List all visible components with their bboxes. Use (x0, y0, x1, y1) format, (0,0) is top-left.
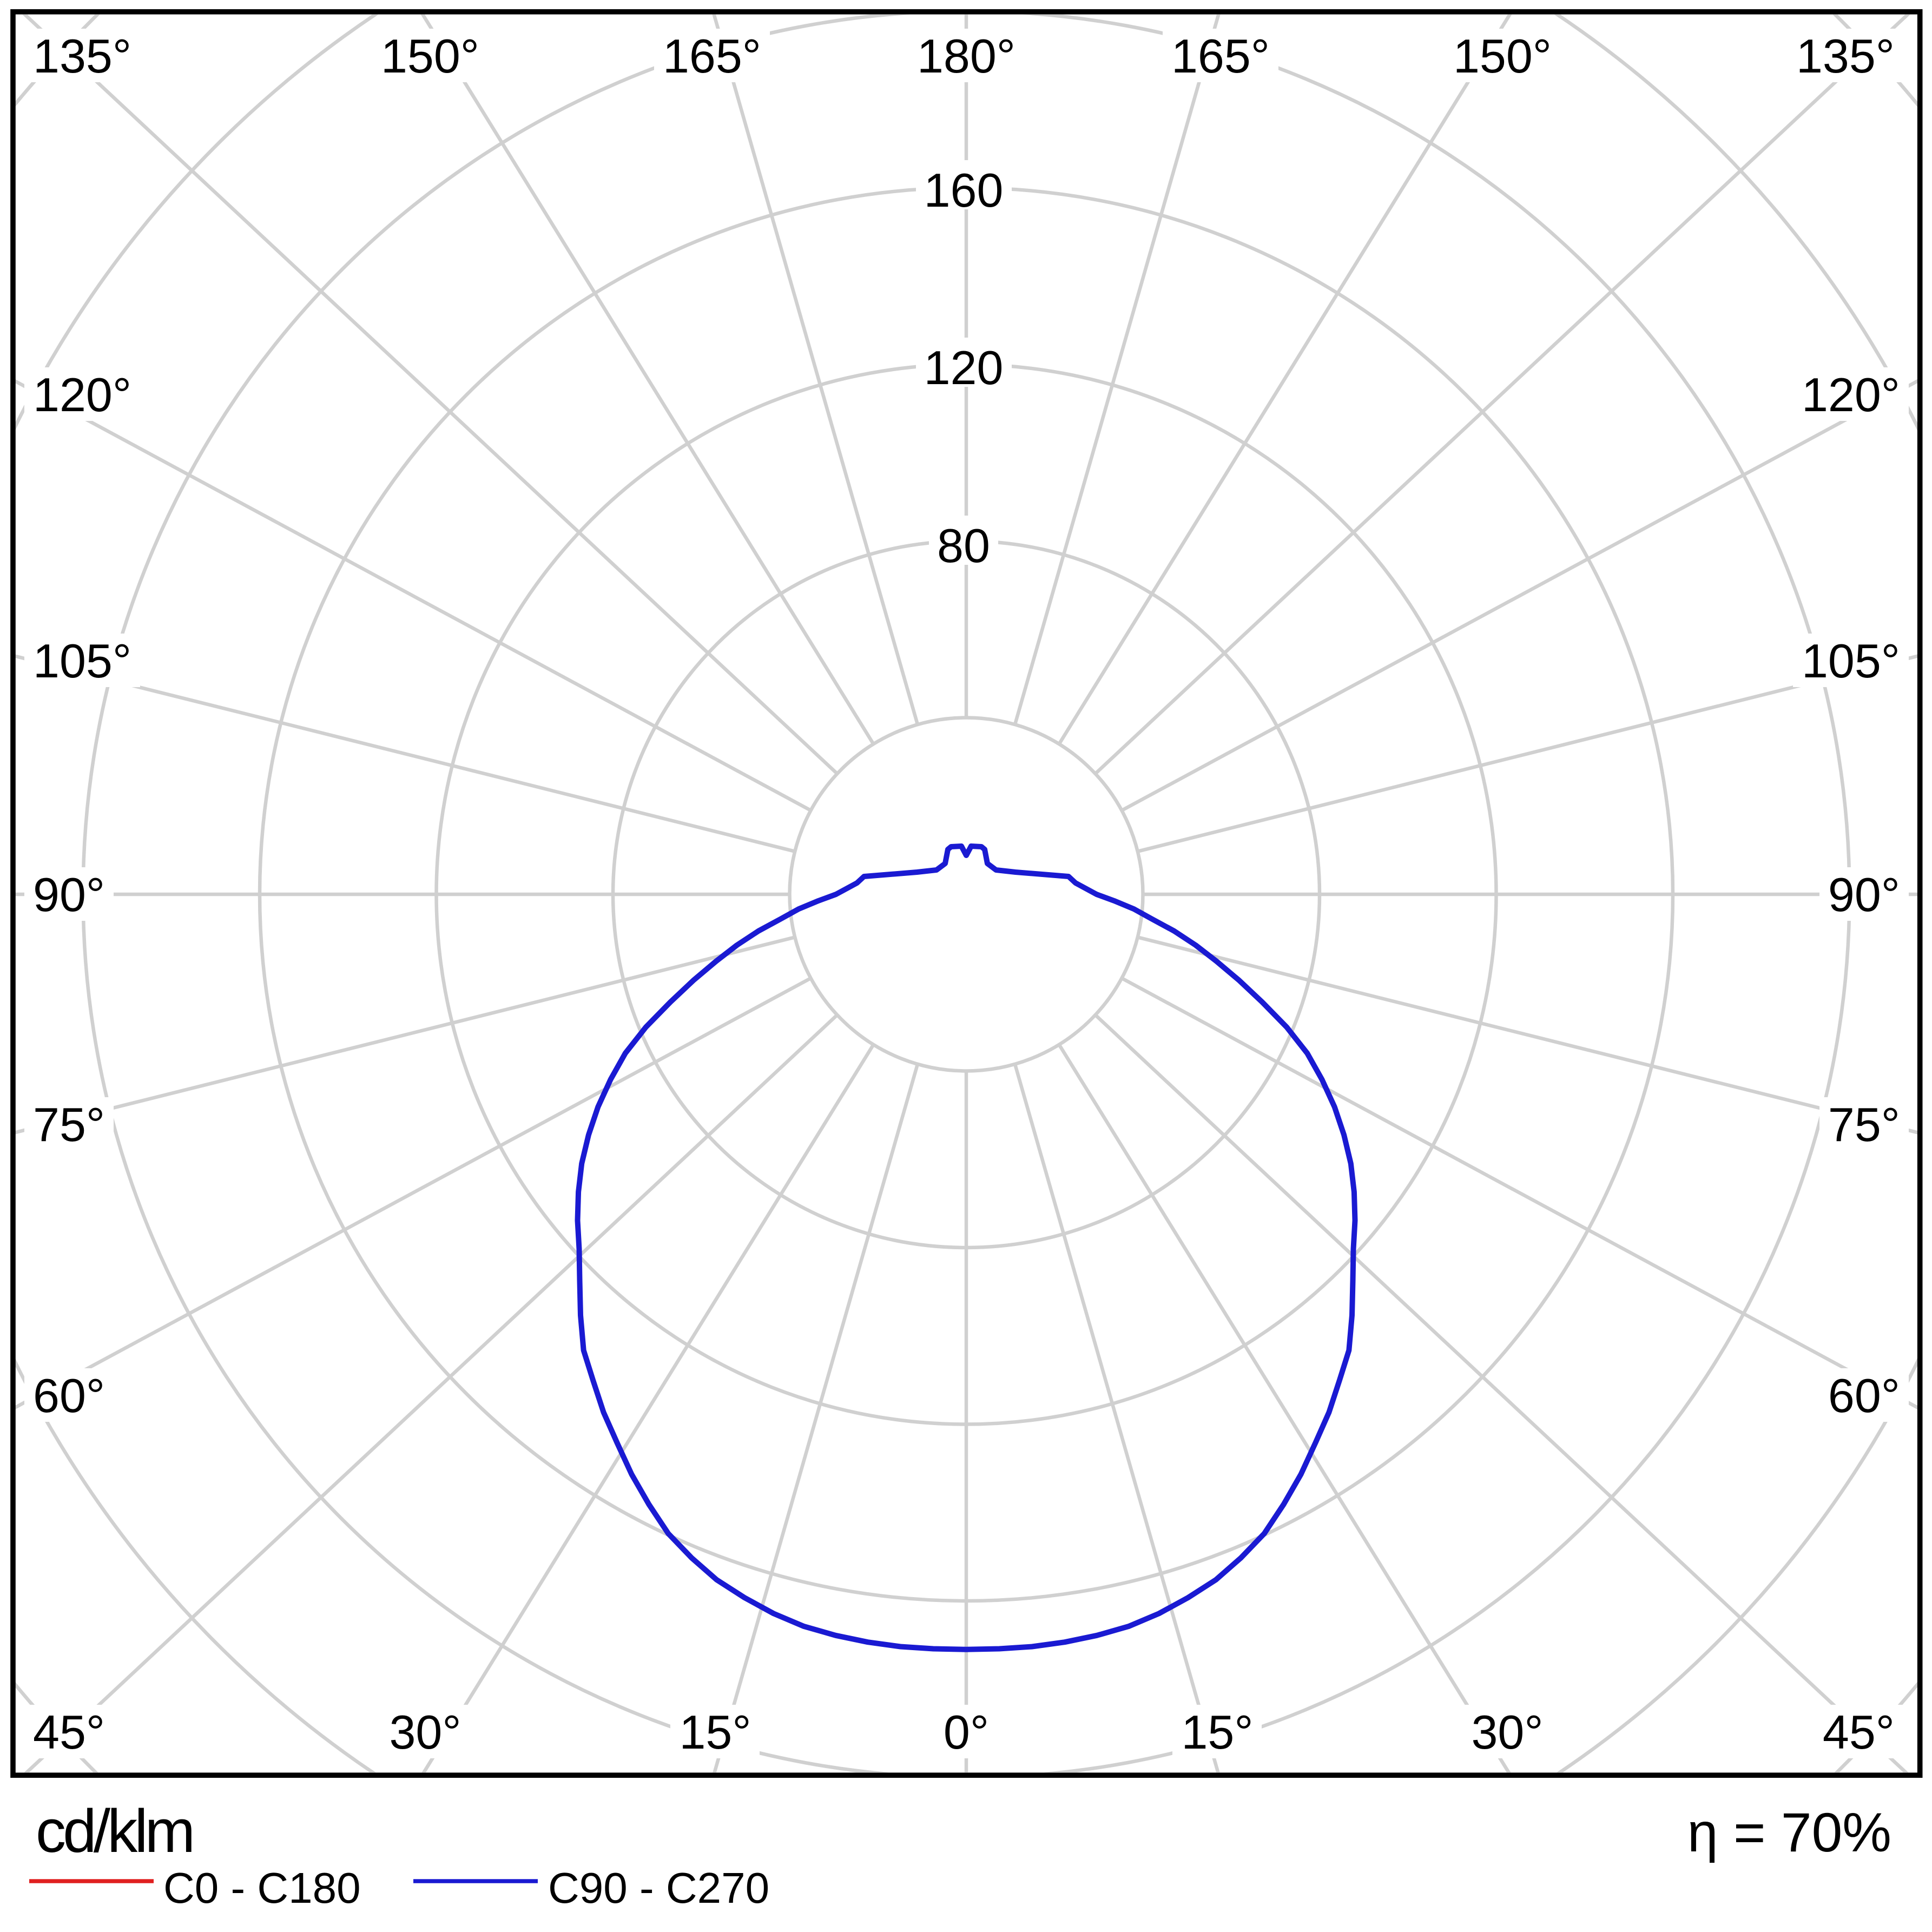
svg-text:30°: 30° (389, 1705, 461, 1759)
svg-text:75°: 75° (33, 1098, 105, 1151)
svg-text:105°: 105° (33, 634, 131, 688)
svg-text:90°: 90° (1828, 868, 1900, 921)
svg-text:180°: 180° (917, 29, 1016, 83)
svg-text:15°: 15° (1181, 1705, 1253, 1759)
svg-text:η = 70%: η = 70% (1687, 1802, 1891, 1863)
svg-text:105°: 105° (1802, 634, 1900, 688)
svg-text:15°: 15° (679, 1705, 751, 1759)
svg-text:60°: 60° (33, 1369, 105, 1422)
svg-text:120: 120 (924, 341, 1004, 394)
svg-text:120°: 120° (33, 368, 131, 421)
svg-text:75°: 75° (1828, 1098, 1900, 1151)
svg-text:165°: 165° (663, 29, 761, 83)
svg-text:120°: 120° (1802, 368, 1900, 421)
svg-text:60°: 60° (1828, 1369, 1900, 1422)
svg-text:C0 - C180: C0 - C180 (163, 1864, 361, 1912)
svg-text:45°: 45° (33, 1705, 105, 1759)
svg-text:45°: 45° (1823, 1705, 1895, 1759)
svg-text:135°: 135° (1796, 29, 1895, 83)
svg-text:135°: 135° (33, 29, 131, 83)
svg-text:80: 80 (937, 519, 990, 572)
svg-text:0°: 0° (944, 1705, 989, 1759)
svg-text:150°: 150° (381, 29, 479, 83)
svg-text:160: 160 (924, 163, 1004, 217)
svg-text:C90 - C270: C90 - C270 (548, 1864, 769, 1912)
svg-text:150°: 150° (1453, 29, 1552, 83)
svg-text:cd/klm: cd/klm (36, 1797, 195, 1865)
svg-text:90°: 90° (33, 868, 105, 921)
svg-text:30°: 30° (1471, 1705, 1543, 1759)
svg-text:165°: 165° (1171, 29, 1270, 83)
